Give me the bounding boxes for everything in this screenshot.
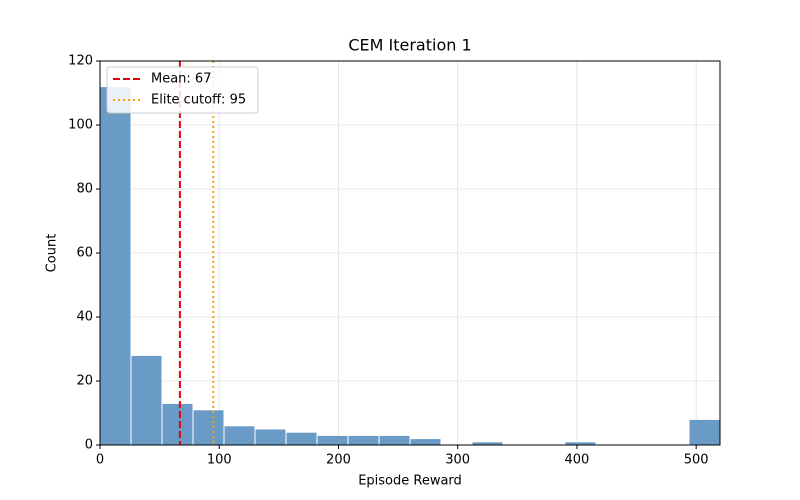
y-tick-label: 60 <box>76 246 93 261</box>
bar <box>378 434 411 446</box>
plot-frame <box>99 60 721 446</box>
y-tick-label: 20 <box>76 374 93 389</box>
legend-label: Elite cutoff: 95 <box>151 93 246 108</box>
bar <box>99 86 132 446</box>
y-tick-label: 100 <box>68 118 93 133</box>
x-tick-label: 400 <box>565 453 590 468</box>
bar <box>316 434 349 446</box>
x-tick-label: 200 <box>326 453 351 468</box>
y-axis-label: Count <box>45 234 60 273</box>
y-tick-label: 80 <box>76 182 93 197</box>
x-tick-label: 300 <box>445 453 470 468</box>
x-tick-label: 500 <box>684 453 709 468</box>
bar <box>254 428 287 446</box>
bar <box>161 402 194 446</box>
bar <box>688 418 721 446</box>
bar <box>130 354 163 446</box>
y-tick-label: 120 <box>68 54 93 69</box>
chart-title: CEM Iteration 1 <box>348 36 471 55</box>
x-tick-label: 100 <box>207 453 232 468</box>
x-axis-label: Episode Reward <box>358 474 462 489</box>
bar <box>192 409 225 446</box>
y-tick-label: 0 <box>85 438 93 453</box>
legend: Mean: 67 Elite cutoff: 95 <box>106 66 259 114</box>
bar <box>347 434 380 446</box>
bar <box>409 438 442 446</box>
legend-label: Mean: 67 <box>151 72 211 87</box>
bar <box>285 431 318 446</box>
legend-box <box>106 66 259 114</box>
bar <box>223 425 256 446</box>
x-tick-label: 0 <box>96 453 104 468</box>
y-tick-label: 40 <box>76 310 93 325</box>
